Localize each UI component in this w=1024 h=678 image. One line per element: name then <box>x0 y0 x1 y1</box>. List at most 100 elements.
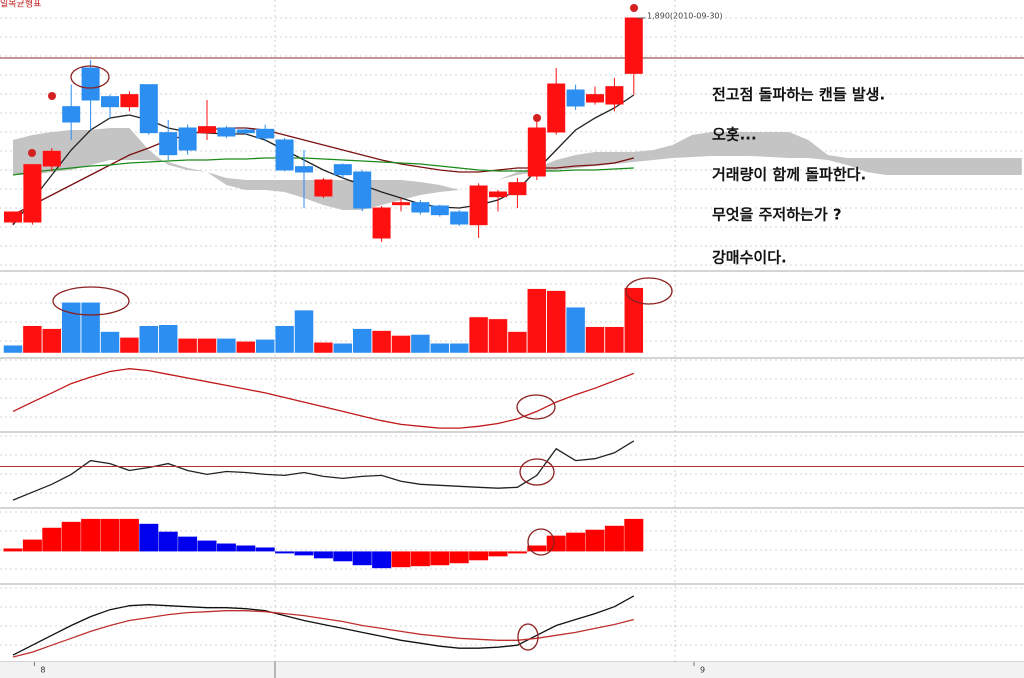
bar <box>391 551 411 568</box>
chart-title: 일목균형표 <box>0 0 41 10</box>
bar <box>42 328 62 354</box>
bar <box>3 548 23 552</box>
candle-body <box>547 83 566 133</box>
bar <box>100 331 120 354</box>
bar <box>507 331 528 354</box>
high-annotation: 1,890(2010-09-30) <box>647 12 723 21</box>
candle-body <box>450 211 469 225</box>
bar <box>507 551 527 554</box>
bar <box>391 335 411 354</box>
note: 거래량이 함께 돌파한다. <box>712 166 866 184</box>
note: 강매수이다. <box>712 249 787 267</box>
bar <box>527 545 547 552</box>
bar <box>430 343 450 354</box>
candle-body <box>4 211 22 223</box>
x-tick-label: 9 <box>700 666 705 675</box>
indicator-line <box>12 94 635 226</box>
bar <box>119 518 139 552</box>
bar <box>178 536 198 552</box>
bar <box>274 325 295 354</box>
bar <box>158 324 178 354</box>
candle-body <box>566 89 585 107</box>
candle-body <box>392 202 410 206</box>
candle-body <box>236 129 255 134</box>
candle-body <box>217 127 236 137</box>
bar <box>469 551 489 561</box>
bar <box>216 338 237 354</box>
bar <box>585 326 605 354</box>
candle-body <box>333 164 352 176</box>
candle-body <box>372 207 391 239</box>
bar <box>119 337 140 354</box>
bar <box>488 318 508 354</box>
candle-body <box>256 128 275 139</box>
bar <box>61 521 81 552</box>
note: 오홋... <box>712 126 757 144</box>
bar <box>527 288 547 354</box>
x-axis-strip <box>0 662 1024 678</box>
candle-body <box>469 185 488 226</box>
indicator-line <box>12 610 634 658</box>
candle-body <box>489 191 507 198</box>
bar <box>294 551 314 556</box>
bar <box>236 545 256 552</box>
bar <box>565 306 586 354</box>
note: 무엇을 주저하는가 ? <box>712 206 842 224</box>
candle-body <box>314 179 333 197</box>
bar <box>624 287 644 354</box>
bar <box>333 551 353 562</box>
bar <box>352 328 372 354</box>
bar <box>216 543 236 552</box>
candle-body <box>62 106 81 123</box>
bar <box>430 551 450 566</box>
bar <box>333 343 353 354</box>
bar <box>585 529 605 552</box>
x-tick-label: 8 <box>40 666 45 675</box>
bar <box>100 518 120 552</box>
candle-body <box>198 126 216 134</box>
candle-body <box>605 86 624 105</box>
bar <box>255 339 275 354</box>
candle-body <box>353 171 372 209</box>
highlight-ellipses <box>52 65 673 651</box>
bar <box>255 547 275 552</box>
bar <box>3 344 23 354</box>
candle-body <box>295 166 313 173</box>
candle-body <box>411 202 430 213</box>
bar <box>410 334 431 354</box>
candle-body <box>23 164 42 223</box>
candle-body <box>624 17 643 74</box>
candle-body <box>508 182 527 196</box>
bar <box>352 551 372 566</box>
bar <box>604 525 624 552</box>
bar <box>372 551 392 569</box>
candle-body <box>527 127 546 177</box>
ichimoku-cloud <box>13 128 1022 210</box>
bar <box>80 302 101 354</box>
bar <box>449 551 469 564</box>
bar <box>468 316 489 354</box>
bar <box>604 326 625 354</box>
candle-body <box>42 150 61 167</box>
bar <box>158 531 178 552</box>
bar <box>22 539 42 552</box>
candle-body <box>139 84 158 134</box>
bar <box>313 342 334 354</box>
bar <box>294 309 314 354</box>
candle-body <box>101 96 119 108</box>
indicator-line <box>12 368 635 429</box>
bar <box>197 540 217 552</box>
bar <box>177 338 198 354</box>
candle-body <box>159 132 178 156</box>
note: 전고점 돌파하는 캔들 발생. <box>712 86 885 104</box>
bar <box>22 325 43 354</box>
bar <box>566 532 586 552</box>
bar <box>61 302 81 354</box>
bar <box>410 551 430 567</box>
bar <box>275 551 295 554</box>
candle-body <box>178 127 197 151</box>
bar <box>42 527 62 552</box>
bar <box>313 551 333 559</box>
bar <box>624 518 644 552</box>
